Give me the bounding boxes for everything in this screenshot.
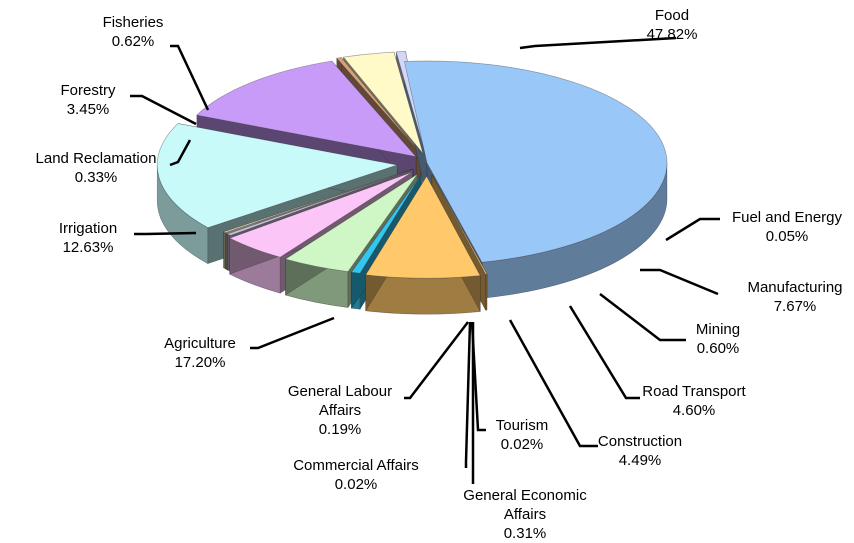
- slice-name: Road Transport: [642, 383, 746, 400]
- slice-name: General Economic: [463, 487, 587, 504]
- slice-name: Agriculture: [164, 335, 236, 352]
- pie-slice-fisheries: [395, 51, 426, 154]
- slice-label-land-reclamation: Land Reclamation 0.33%: [36, 150, 157, 186]
- slice-percent: 0.05%: [766, 228, 809, 245]
- pie-slice-general-economic-affairs: [226, 169, 414, 236]
- slice-label-fuel-and-energy: Fuel and Energy 0.05%: [732, 209, 843, 245]
- pie-slice-commercial-affairs: [224, 168, 414, 234]
- slice-label-mining: Mining 0.60%: [696, 321, 740, 357]
- pie-labels: Food 47.82% Fuel and Energy 0.05% Manufactur…: [36, 7, 843, 542]
- slice-name: Mining: [696, 321, 740, 338]
- slice-percent: 4.60%: [673, 402, 716, 419]
- pie-slice-general-labour-affairs: [222, 168, 413, 234]
- leader-line-tourism: [470, 321, 486, 432]
- pie-slice-forestry: [342, 51, 424, 154]
- leader-line-commercial-affairs: [464, 321, 472, 468]
- slice-name: Affairs: [319, 402, 361, 419]
- slice-percent: 12.63%: [63, 239, 114, 256]
- pie-slice-agriculture: [156, 123, 399, 229]
- pie-slice-tourism: [225, 168, 414, 235]
- slice-name: General Labour: [288, 383, 392, 400]
- leader-line-manufacturing: [640, 268, 719, 296]
- pie-tops: [156, 51, 668, 279]
- pie-slice-land-reclamation: [336, 57, 422, 154]
- leader-line-land-reclamation: [169, 139, 192, 167]
- slice-name: Construction: [598, 433, 682, 450]
- slice-name: Tourism: [496, 417, 549, 434]
- pie-slice-road-transport: [284, 173, 418, 272]
- slice-name: Fisheries: [103, 14, 164, 31]
- slice-name: Land Reclamation: [36, 150, 157, 167]
- slice-name: Forestry: [60, 82, 116, 99]
- slice-percent: 47.82%: [647, 26, 698, 43]
- slice-percent: 0.19%: [319, 421, 362, 438]
- slice-label-road-transport: Road Transport 4.60%: [642, 383, 746, 419]
- slice-label-agriculture: Agriculture 17.20%: [164, 335, 236, 371]
- slice-name: Commercial Affairs: [293, 457, 419, 474]
- slice-percent: 0.62%: [112, 33, 155, 50]
- slice-label-tourism: Tourism 0.02%: [496, 417, 549, 453]
- slice-name: Food: [655, 7, 689, 24]
- slice-percent: 0.31%: [504, 525, 547, 542]
- slice-label-manufacturing: Manufacturing 7.67%: [747, 279, 842, 315]
- leader-line-irrigation: [134, 231, 197, 236]
- slice-label-general-labour-affairs: General Labour Affairs 0.19%: [288, 383, 392, 438]
- slice-label-forestry: Forestry 3.45%: [60, 82, 116, 118]
- pie-slice-fuel-and-energy: [431, 174, 488, 275]
- leader-line-mining: [599, 293, 686, 342]
- slice-label-general-economic-affairs: General Economic Affairs 0.31%: [463, 487, 587, 542]
- leader-line-construction: [508, 319, 598, 448]
- slice-percent: 3.45%: [67, 101, 110, 118]
- slice-name: Affairs: [504, 506, 546, 523]
- leader-line-fisheries: [170, 44, 210, 111]
- slice-name: Manufacturing: [747, 279, 842, 296]
- slice-label-food: Food 47.82%: [647, 7, 698, 43]
- leader-line-road-transport: [568, 305, 640, 400]
- slice-percent: 0.33%: [75, 169, 118, 186]
- pie-slice-mining: [350, 174, 422, 274]
- slice-label-irrigation: Irrigation 12.63%: [59, 220, 117, 256]
- pie-slice-food: [403, 60, 668, 263]
- slice-label-commercial-affairs: Commercial Affairs 0.02%: [293, 457, 419, 493]
- slice-percent: 0.02%: [501, 436, 544, 453]
- leader-line-fuel-and-energy: [665, 217, 720, 242]
- leader-line-forestry: [130, 94, 197, 126]
- slice-name: Irrigation: [59, 220, 117, 237]
- slice-name: Fuel and Energy: [732, 209, 843, 226]
- slice-percent: 0.02%: [335, 476, 378, 493]
- slice-percent: 17.20%: [175, 354, 226, 371]
- slice-label-fisheries: Fisheries 0.62%: [103, 14, 164, 50]
- leader-line-food: [519, 36, 677, 50]
- leader-line-agriculture: [250, 316, 335, 350]
- slice-label-construction: Construction 4.49%: [598, 433, 682, 469]
- slice-percent: 4.49%: [619, 452, 662, 469]
- slice-percent: 0.60%: [697, 340, 740, 357]
- pie-slice-manufacturing: [365, 175, 481, 279]
- pie-slice-irrigation: [196, 60, 417, 158]
- pie-slice-construction: [228, 171, 413, 258]
- slice-percent: 7.67%: [774, 298, 817, 315]
- leader-line-general-labour-affairs: [404, 321, 469, 400]
